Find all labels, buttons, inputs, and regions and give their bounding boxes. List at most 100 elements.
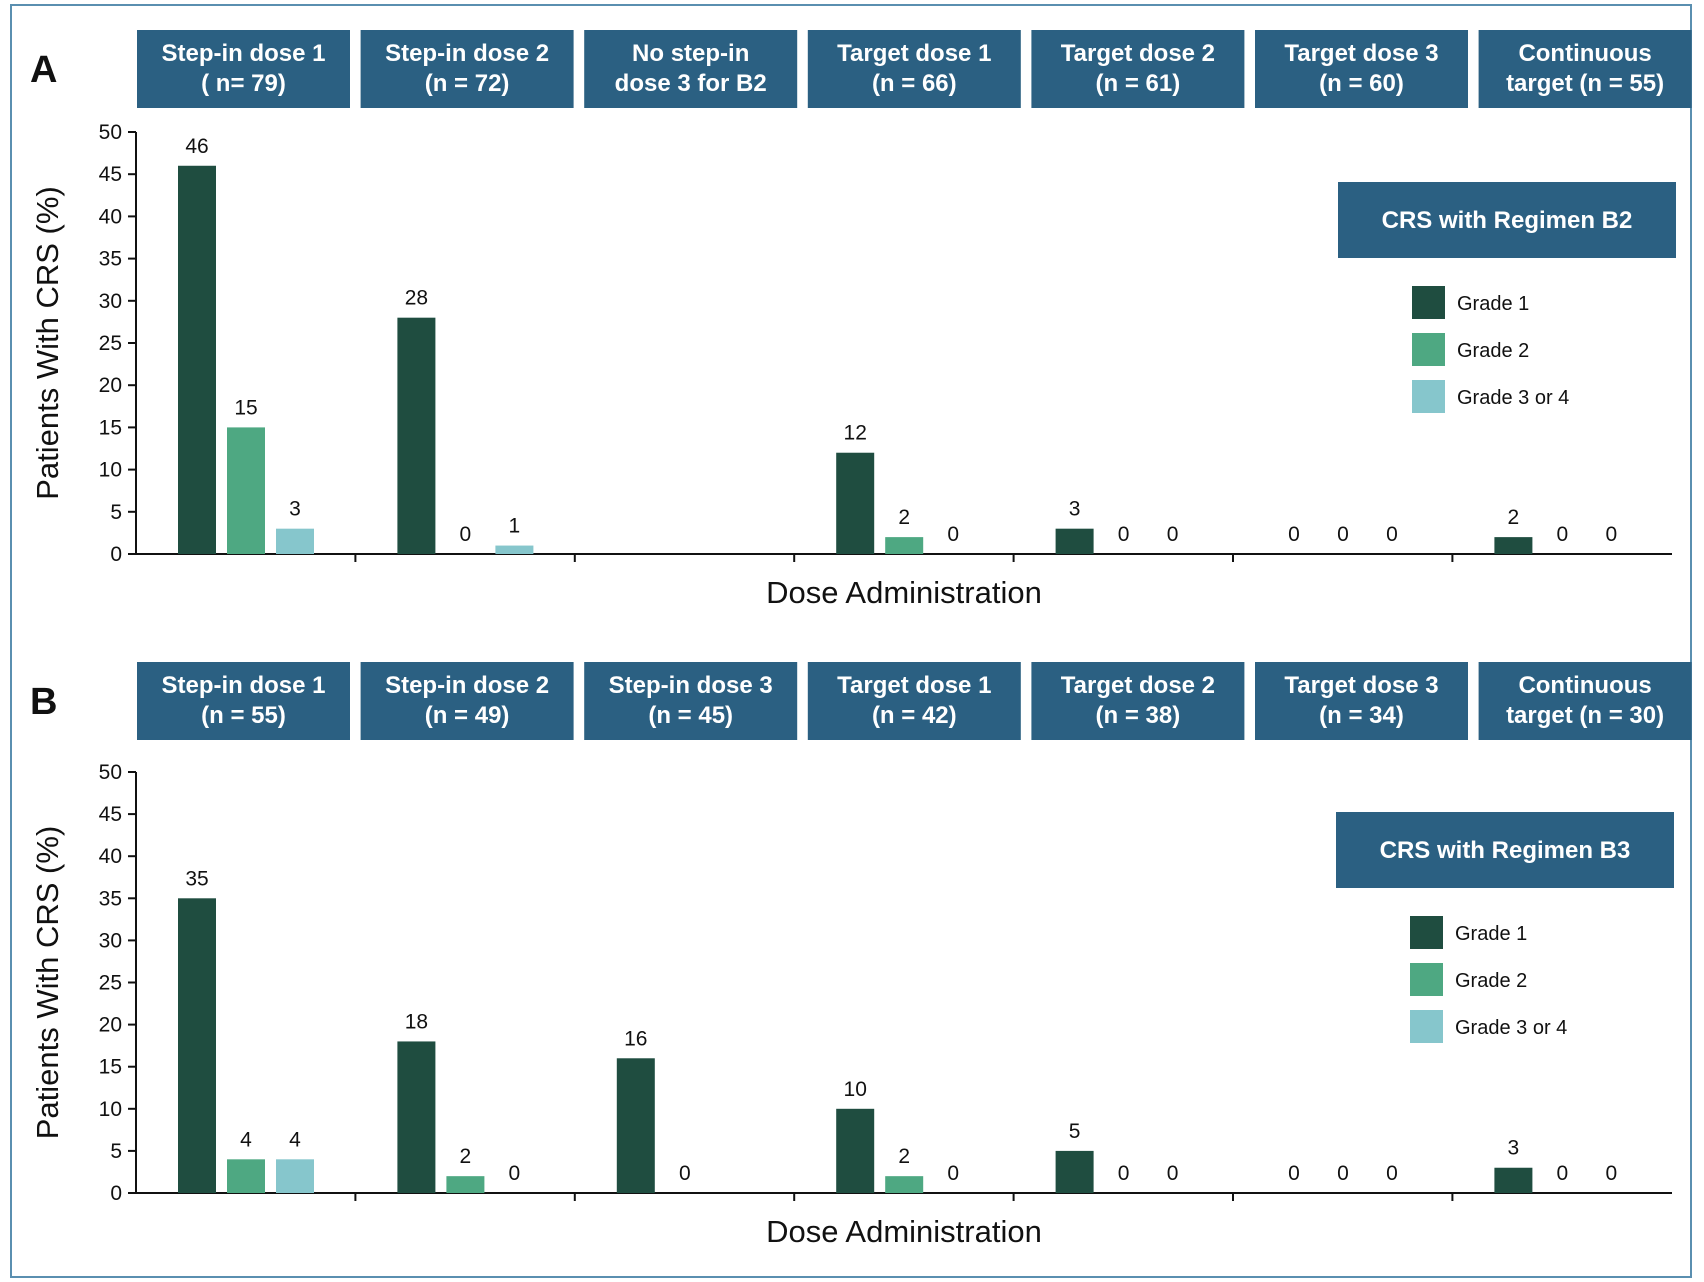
legend-swatch <box>1410 963 1443 996</box>
dose-header-line2: (n = 34) <box>1319 702 1404 729</box>
bar <box>178 165 216 554</box>
data-label: 0 <box>947 1162 959 1185</box>
dose-header-line1: Step-in dose 3 <box>609 672 773 699</box>
dose-header-line1: Step-in dose 1 <box>161 672 325 699</box>
data-label: 2 <box>460 1145 472 1168</box>
panel-a: A Step-in dose 1 ( n= 79) Step-in dose 2 (n … <box>30 30 1692 610</box>
data-label: 3 <box>1069 498 1081 521</box>
data-label: 0 <box>1288 1162 1300 1185</box>
data-label: 15 <box>234 396 257 419</box>
dose-header-box <box>807 30 1021 108</box>
bar <box>276 528 314 554</box>
dose-header-line1: Continuous <box>1518 40 1651 67</box>
dose-header-line2: (n = 49) <box>425 702 510 729</box>
data-label: 35 <box>185 867 208 890</box>
dose-header-box <box>807 662 1021 740</box>
y-tick-label: 0 <box>110 543 122 566</box>
data-label: 28 <box>405 287 428 310</box>
legend-label: Grade 2 <box>1455 970 1527 992</box>
data-label: 16 <box>624 1027 647 1050</box>
y-axis-title: Patients With CRS (%) <box>30 186 65 500</box>
y-tick-label: 15 <box>99 1056 122 1079</box>
y-tick-label: 15 <box>99 416 122 439</box>
dose-header-line2: (n = 42) <box>872 702 957 729</box>
data-label: 0 <box>1606 1162 1618 1185</box>
y-tick-label: 20 <box>99 374 122 397</box>
data-label: 0 <box>1118 523 1130 546</box>
dose-header-line2: dose 3 for B2 <box>615 70 767 97</box>
legend-label: Grade 3 or 4 <box>1457 387 1569 409</box>
panel-letter: B <box>30 681 57 723</box>
bar <box>1494 1167 1533 1193</box>
legend-title-box <box>1338 182 1676 258</box>
bar <box>495 545 534 554</box>
data-label: 0 <box>1337 1162 1349 1185</box>
dose-header-line1: Step-in dose 2 <box>385 672 549 699</box>
y-tick-label: 50 <box>99 121 122 144</box>
data-label: 3 <box>289 498 301 521</box>
dose-header: Continuous target (n = 55) <box>1478 30 1692 108</box>
legend-label: Grade 1 <box>1455 923 1527 945</box>
legend-title: CRS with Regimen B3 <box>1380 837 1631 864</box>
data-label: 2 <box>898 1145 910 1168</box>
dose-header-line1: No step-in <box>632 40 749 67</box>
bar <box>616 1058 655 1193</box>
dose-header: Step-in dose 1 (n = 55) <box>137 662 350 740</box>
data-label: 0 <box>1557 523 1569 546</box>
panel-b: B Step-in dose 1 (n = 55) Step-in dose 2 (n … <box>30 662 1692 1249</box>
dose-header: Target dose 1 (n = 66) <box>807 30 1021 108</box>
bar <box>446 1176 485 1193</box>
panel-letter: A <box>30 49 57 91</box>
dose-header-box <box>1478 662 1692 740</box>
data-label: 0 <box>460 523 472 546</box>
dose-header-line2: target (n = 30) <box>1506 702 1664 729</box>
bar <box>227 427 265 554</box>
dose-header-box <box>1255 662 1468 740</box>
dose-header: Step-in dose 1 ( n= 79) <box>137 30 350 108</box>
data-label: 2 <box>898 506 910 529</box>
y-tick-label: 5 <box>110 501 122 524</box>
legend: CRS with Regimen B2 Grade 1 Grade 2 Grade 3… <box>1338 182 1676 413</box>
figure-frame <box>10 4 1692 1278</box>
data-label: 0 <box>1167 1162 1179 1185</box>
x-axis-title: Dose Administration <box>766 1214 1042 1249</box>
dose-header: No step-in dose 3 for B2 <box>584 30 798 108</box>
data-label: 0 <box>1557 1162 1569 1185</box>
legend-title-box <box>1336 812 1674 888</box>
bar <box>276 1159 314 1193</box>
data-label: 10 <box>844 1078 867 1101</box>
legend-label: Grade 2 <box>1457 340 1529 362</box>
legend-swatch <box>1412 286 1445 319</box>
dose-header-line1: Step-in dose 2 <box>385 40 549 67</box>
y-tick-label: 45 <box>99 803 122 826</box>
dose-header-line2: (n = 61) <box>1096 70 1181 97</box>
dose-header: Target dose 3 (n = 60) <box>1255 30 1468 108</box>
dose-header-line2: (n = 60) <box>1319 70 1404 97</box>
dose-header: Step-in dose 2 (n = 72) <box>360 30 574 108</box>
bar <box>836 452 875 554</box>
data-label: 5 <box>1069 1120 1081 1143</box>
bar <box>397 317 436 554</box>
bar <box>1055 528 1094 554</box>
legend-swatch <box>1410 916 1443 949</box>
dose-header-line1: Step-in dose 1 <box>161 40 325 67</box>
dose-header: Target dose 3 (n = 34) <box>1255 662 1468 740</box>
dose-header-line1: Target dose 3 <box>1284 672 1438 699</box>
data-label: 1 <box>509 515 521 538</box>
data-label: 0 <box>1288 523 1300 546</box>
dose-header-line1: Target dose 2 <box>1061 40 1215 67</box>
dose-header: Step-in dose 2 (n = 49) <box>360 662 574 740</box>
y-tick-label: 45 <box>99 163 122 186</box>
dose-header-box <box>1478 30 1692 108</box>
y-tick-label: 40 <box>99 845 122 868</box>
dose-header-line2: target (n = 55) <box>1506 70 1664 97</box>
dose-header-line2: (n = 66) <box>872 70 957 97</box>
data-label: 4 <box>289 1128 301 1151</box>
y-tick-label: 10 <box>99 459 122 482</box>
dose-header-line2: (n = 45) <box>648 702 733 729</box>
bar <box>885 537 924 554</box>
dose-header-box <box>1255 30 1468 108</box>
y-tick-label: 35 <box>99 248 122 271</box>
bar <box>836 1108 875 1193</box>
